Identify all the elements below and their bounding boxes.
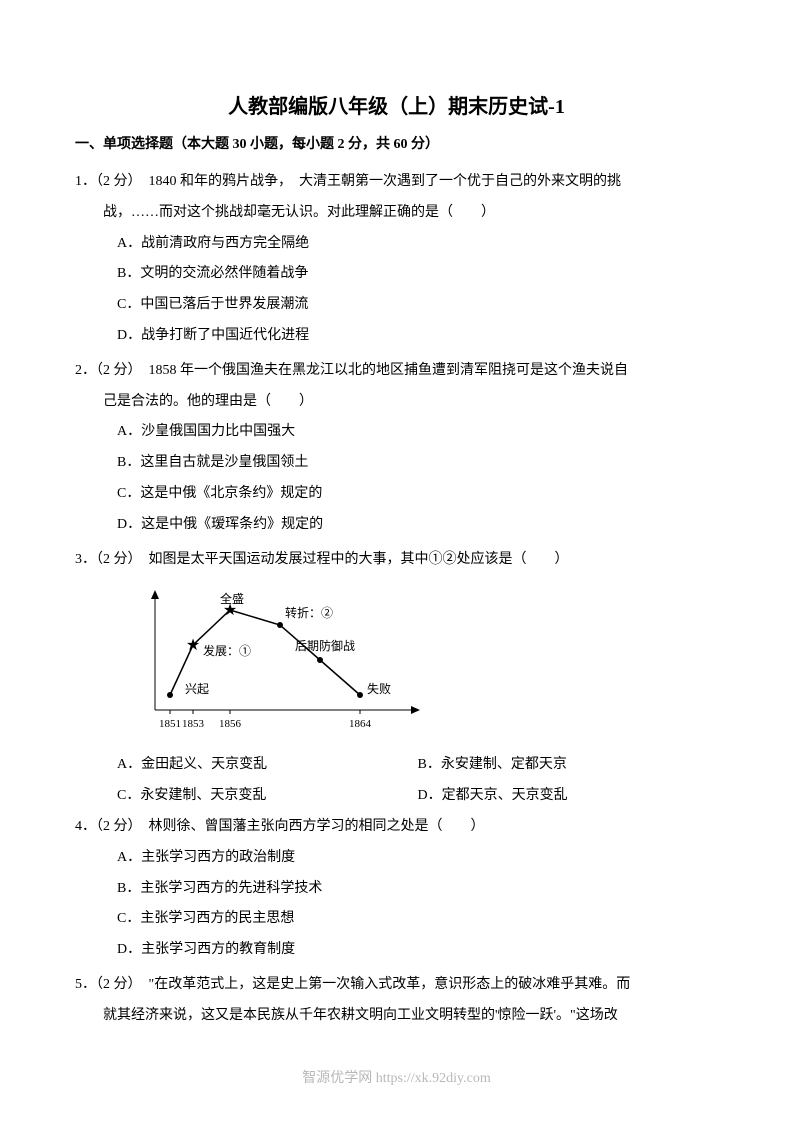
chart-container: 1851 1853 1856 1864 ★ ★ 兴起 发展：① 全盛 转折：② …: [75, 585, 718, 740]
question-4: 4．（2 分） 林则徐、曾国藩主张向西方学习的相同之处是（ ） A．主张学习西方…: [75, 812, 718, 966]
q3-line1: 如图是太平天国运动发展过程中的大事，其中①②处应该是（ ）: [135, 552, 569, 567]
q2-line1: 1858 年一个俄国渔夫在黑龙江以北的地区捕鱼遭到清军阻挠可是这个渔夫说自: [135, 363, 629, 378]
question-5-text: 5．（2 分） "在改革范式上，这是史上第一次输入式改革，意识形态上的破冰难乎其…: [75, 970, 718, 1001]
q1-num: 1．: [75, 174, 96, 189]
q5-num: 5．: [75, 977, 96, 992]
q1-line1: 1840 和年的鸦片战争， 大清王朝第一次遇到了一个优于自己的外来文明的挑: [135, 174, 622, 189]
label-fail: 失败: [367, 681, 391, 696]
question-2-text: 2．（2 分） 1858 年一个俄国渔夫在黑龙江以北的地区捕鱼遭到清军阻挠可是这…: [75, 356, 718, 387]
svg-text:★: ★: [186, 637, 200, 654]
q2-num: 2．: [75, 363, 96, 378]
q3-points: （2 分）: [96, 552, 135, 567]
label-dev: 发展：①: [203, 643, 251, 658]
q3-opt-d: D．定都天京、天京变乱: [418, 781, 719, 812]
q4-points: （2 分）: [96, 819, 135, 834]
q4-opt-c: C．主张学习西方的民主思想: [117, 904, 718, 935]
q1-opt-b: B．文明的交流必然伴随着战争: [117, 259, 718, 290]
page-title: 人教部编版八年级（上）期末历史试-1: [75, 90, 718, 119]
question-2: 2．（2 分） 1858 年一个俄国渔夫在黑龙江以北的地区捕鱼遭到清军阻挠可是这…: [75, 356, 718, 541]
question-1: 1．（2 分） 1840 和年的鸦片战争， 大清王朝第一次遇到了一个优于自己的外…: [75, 167, 718, 352]
q4-options: A．主张学习西方的政治制度 B．主张学习西方的先进科学技术 C．主张学习西方的民…: [75, 843, 718, 966]
year-1851: 1851: [159, 718, 181, 730]
q3-opt-a: A．金田起义、天京变乱: [117, 750, 418, 781]
question-3: 3．（2 分） 如图是太平天国运动发展过程中的大事，其中①②处应该是（ ）: [75, 545, 718, 576]
year-1853: 1853: [182, 718, 205, 730]
q4-line1: 林则徐、曾国藩主张向西方学习的相同之处是（ ）: [135, 819, 485, 834]
q4-opt-b: B．主张学习西方的先进科学技术: [117, 874, 718, 905]
q5-line1: "在改革范式上，这是史上第一次输入式改革，意识形态上的破冰难乎其难。而: [135, 977, 631, 992]
q2-line2: 己是合法的。他的理由是（ ）: [75, 387, 718, 418]
q3-options-row1: A．金田起义、天京变乱 B．永安建制、定都天京: [75, 750, 718, 781]
q1-opt-c: C．中国已落后于世界发展潮流: [117, 290, 718, 321]
q1-opt-d: D．战争打断了中国近代化进程: [117, 321, 718, 352]
question-1-text: 1．（2 分） 1840 和年的鸦片战争， 大清王朝第一次遇到了一个优于自己的外…: [75, 167, 718, 198]
q4-opt-a: A．主张学习西方的政治制度: [117, 843, 718, 874]
q3-num: 3．: [75, 552, 96, 567]
label-peak: 全盛: [220, 591, 244, 606]
footer-text: 智源优学网 https://xk.92diy.com: [0, 1067, 793, 1087]
q1-options: A．战前清政府与西方完全隔绝 B．文明的交流必然伴随着战争 C．中国已落后于世界…: [75, 229, 718, 352]
taiping-chart: 1851 1853 1856 1864 ★ ★ 兴起 发展：① 全盛 转折：② …: [135, 585, 425, 735]
label-defense: 后期防御战: [295, 638, 355, 653]
question-4-text: 4．（2 分） 林则徐、曾国藩主张向西方学习的相同之处是（ ）: [75, 812, 718, 843]
q2-opt-d: D．这是中俄《瑷珲条约》规定的: [117, 510, 718, 541]
label-rise: 兴起: [185, 682, 209, 696]
year-1856: 1856: [219, 718, 242, 730]
q2-points: （2 分）: [96, 363, 135, 378]
year-1864: 1864: [349, 718, 372, 730]
q3-opt-c: C．永安建制、天京变乱: [117, 781, 418, 812]
q3-opt-b: B．永安建制、定都天京: [418, 750, 719, 781]
question-3-text: 3．（2 分） 如图是太平天国运动发展过程中的大事，其中①②处应该是（ ）: [75, 545, 718, 576]
q1-line2: 战，……而对这个挑战却毫无认识。对此理解正确的是（ ）: [75, 198, 718, 229]
q1-points: （2 分）: [96, 174, 135, 189]
q5-line2: 就其经济来说，这又是本民族从千年农耕文明向工业文明转型的'惊险一跃'。"这场改: [75, 1001, 718, 1032]
q2-opt-a: A．沙皇俄国国力比中国强大: [117, 417, 718, 448]
q2-opt-c: C．这是中俄《北京条约》规定的: [117, 479, 718, 510]
q2-opt-b: B．这里自古就是沙皇俄国领土: [117, 448, 718, 479]
q4-num: 4．: [75, 819, 96, 834]
q2-options: A．沙皇俄国国力比中国强大 B．这里自古就是沙皇俄国领土 C．这是中俄《北京条约…: [75, 417, 718, 540]
q3-options-row2: C．永安建制、天京变乱 D．定都天京、天京变乱: [75, 781, 718, 812]
q1-opt-a: A．战前清政府与西方完全隔绝: [117, 229, 718, 260]
q5-points: （2 分）: [96, 977, 135, 992]
label-turn: 转折：②: [285, 605, 333, 620]
section-header: 一、单项选择题（本大题 30 小题，每小题 2 分，共 60 分）: [75, 133, 718, 153]
question-5: 5．（2 分） "在改革范式上，这是史上第一次输入式改革，意识形态上的破冰难乎其…: [75, 970, 718, 1032]
q4-opt-d: D．主张学习西方的教育制度: [117, 935, 718, 966]
